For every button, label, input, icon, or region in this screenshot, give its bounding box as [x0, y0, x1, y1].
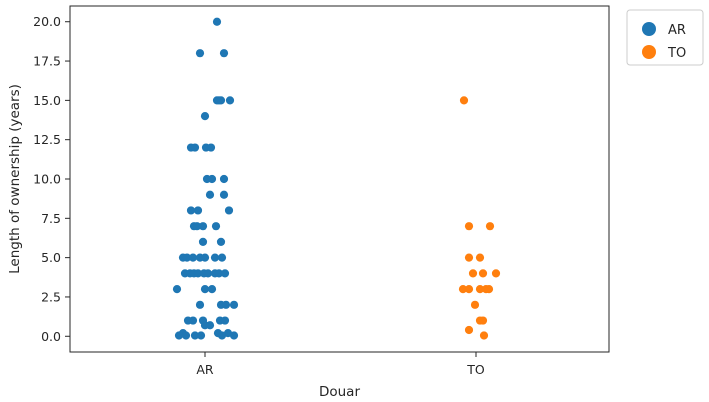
data-point-ar: [181, 331, 191, 340]
data-point-ar: [193, 206, 203, 215]
data-point-ar: [216, 96, 226, 105]
y-axis: 0.0 2.5 5.0 7.5 10.0 12.5 15.0 17.5 20.0: [33, 14, 70, 344]
data-point-to: [485, 222, 495, 231]
data-point-ar: [229, 300, 239, 309]
data-point-ar: [186, 206, 196, 215]
data-point-to: [470, 300, 480, 309]
y-tick-label: 5.0: [41, 250, 61, 265]
data-point-ar: [224, 206, 234, 215]
y-tick-label: 15.0: [33, 93, 61, 108]
data-point-to: [468, 269, 478, 278]
data-point-ar: [174, 331, 184, 340]
data-point-ar: [220, 269, 230, 278]
data-point-ar: [221, 300, 231, 309]
legend-frame: [626, 9, 704, 66]
data-point-to: [464, 253, 474, 262]
data-point-ar: [195, 300, 205, 309]
data-point-to: [491, 269, 501, 278]
data-point-ar: [220, 316, 230, 325]
data-point-ar: [219, 174, 229, 184]
points-layer: [172, 17, 501, 340]
legend-label-to: TO: [667, 46, 686, 61]
data-point-ar: [198, 222, 208, 231]
data-point-ar: [193, 269, 203, 278]
data-point-ar: [206, 143, 216, 152]
data-point-to: [478, 269, 488, 278]
data-point-ar: [225, 96, 235, 105]
data-point-ar: [198, 237, 208, 247]
data-point-ar: [207, 284, 217, 294]
y-tick-label: 10.0: [33, 172, 61, 187]
data-point-ar: [217, 331, 227, 340]
data-point-to: [464, 222, 474, 231]
data-point-ar: [188, 253, 198, 262]
data-point-to: [458, 284, 468, 294]
y-tick-label: 12.5: [33, 132, 61, 147]
data-point-ar: [196, 331, 206, 340]
data-point-ar: [207, 174, 217, 184]
y-tick-label: 7.5: [41, 211, 61, 226]
data-point-to: [484, 284, 494, 294]
x-tick-label: TO: [466, 362, 485, 377]
legend-entries: AR TO: [642, 22, 686, 61]
data-point-ar: [192, 222, 202, 231]
x-axis-label: Douar: [319, 384, 360, 400]
data-point-ar: [172, 284, 182, 294]
y-tick-label: 2.5: [41, 289, 61, 304]
data-point-to: [464, 284, 474, 294]
y-tick-label: 0.0: [41, 329, 61, 344]
data-point-ar: [229, 331, 239, 340]
data-point-ar: [205, 190, 215, 199]
plot-frame: [69, 5, 610, 353]
data-point-to: [475, 284, 485, 294]
y-tick-label: 17.5: [33, 54, 61, 69]
axes-group: 0.0 2.5 5.0 7.5 10.0 12.5 15.0 17.5 20.0 AR TO Do…: [7, 5, 610, 400]
data-point-ar: [210, 253, 220, 262]
y-axis-label: Length of ownership (years): [7, 84, 23, 274]
data-point-ar: [200, 253, 210, 262]
data-point-ar: [200, 111, 210, 121]
x-axis: AR TO: [196, 352, 485, 377]
data-point-ar: [212, 17, 222, 26]
x-tick-label: AR: [196, 362, 214, 377]
data-point-ar: [190, 143, 200, 152]
data-point-ar: [182, 253, 192, 262]
legend-marker-to: [642, 45, 656, 59]
data-point-to: [479, 331, 489, 340]
y-tick-label: 20.0: [33, 14, 61, 29]
data-point-to: [478, 316, 488, 325]
legend-label-ar: AR: [668, 23, 686, 38]
data-point-ar: [216, 237, 226, 247]
legend: AR TO: [626, 9, 704, 66]
data-point-ar: [188, 316, 198, 325]
data-point-ar: [200, 284, 210, 294]
data-point-ar: [219, 49, 229, 58]
data-point-ar: [211, 222, 221, 231]
data-point-ar: [219, 190, 229, 199]
data-point-to: [459, 96, 469, 105]
data-point-ar: [203, 269, 213, 278]
data-point-ar: [190, 331, 200, 340]
data-point-to: [464, 325, 474, 335]
data-point-ar: [195, 49, 205, 58]
data-point-ar: [217, 253, 227, 262]
data-point-ar: [205, 321, 215, 330]
legend-marker-ar: [642, 22, 656, 36]
data-point-to: [475, 253, 485, 262]
data-point-ar: [214, 269, 224, 278]
